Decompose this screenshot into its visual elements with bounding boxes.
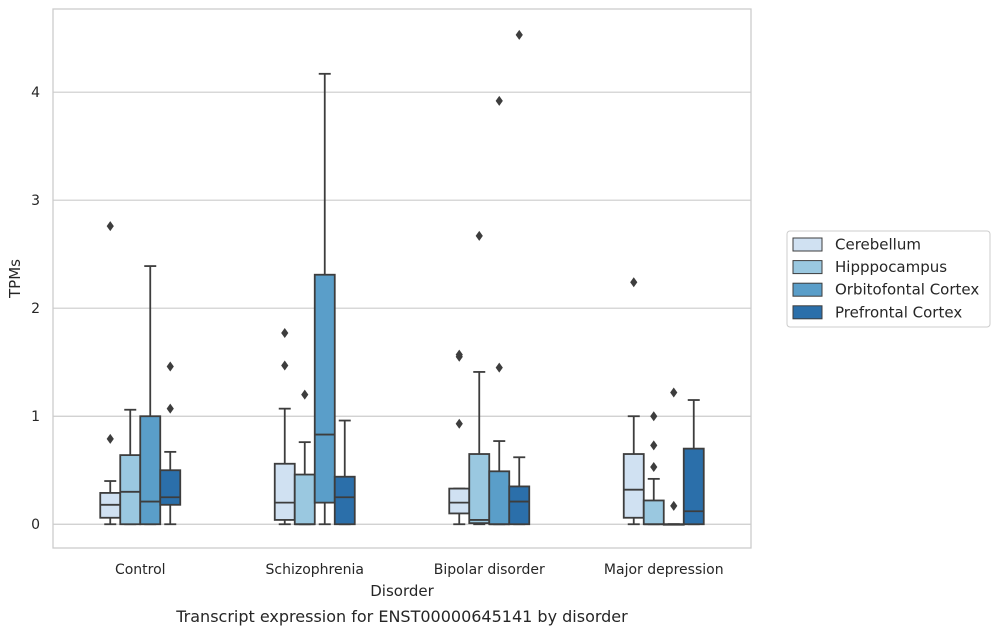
outlier-point (301, 389, 309, 400)
outlier-point (650, 411, 658, 422)
box-body (642, 499, 665, 526)
y-tick-label: 4 (31, 85, 40, 101)
legend-label: Prefrontal Cortex (835, 303, 962, 321)
box-body (313, 273, 336, 504)
box-0-0 (99, 221, 122, 526)
outlier-point (106, 221, 114, 232)
box-body (293, 473, 316, 526)
outlier-point (166, 403, 174, 414)
box-body (139, 415, 162, 526)
box-body (508, 485, 531, 526)
legend-label: Cerebellum (835, 236, 921, 254)
box-3-3 (682, 399, 705, 526)
box-groups (99, 29, 705, 526)
box-3-1 (333, 419, 356, 526)
outlier-point (515, 29, 523, 40)
legend-swatch (792, 305, 823, 320)
x-axis-tick-labels: Control Schizophrenia Bipolar disorder Majo… (115, 562, 724, 578)
outlier-point (106, 433, 114, 444)
box-2-1 (313, 72, 336, 526)
outlier-point (455, 349, 463, 360)
box-2-0 (139, 265, 162, 526)
outlier-point (650, 461, 658, 472)
y-tick-label: 0 (31, 517, 40, 533)
outlier-point (281, 360, 289, 371)
y-tick-label: 2 (31, 301, 40, 317)
outlier-point (166, 361, 174, 372)
legend-frame (786, 230, 991, 328)
box-0-2 (448, 349, 471, 526)
outlier-point (650, 440, 658, 451)
plot-area-frame (52, 8, 752, 549)
outlier-point (475, 230, 483, 241)
box-body (333, 475, 356, 526)
outlier-point (495, 362, 503, 373)
y-tick-label: 1 (31, 409, 40, 425)
box-0-1 (273, 328, 296, 526)
box-body (622, 453, 645, 519)
legend-label: Orbitofontal Cortex (835, 281, 979, 299)
box-body (448, 487, 471, 515)
y-axis-title: TPMs (6, 259, 24, 299)
y-tick-label: 3 (31, 193, 40, 209)
box-body (468, 453, 491, 525)
box-1-2 (468, 230, 491, 526)
outlier-point (630, 277, 638, 288)
box-2-2 (488, 95, 511, 526)
legend-swatch (792, 237, 823, 252)
x-tick-label: Control (115, 562, 166, 578)
outlier-point (455, 418, 463, 429)
outlier-point (281, 328, 289, 339)
box-body (273, 462, 296, 521)
box-body (488, 470, 511, 526)
x-tick-label: Schizophrenia (266, 562, 364, 578)
outlier-point (495, 95, 503, 106)
box-body (119, 454, 142, 526)
box-body (159, 469, 182, 506)
legend: Cerebellum Hipppocampus Orbitofontal Corte… (786, 230, 991, 328)
outlier-point (670, 387, 678, 398)
legend-swatch (792, 260, 823, 275)
box-1-1 (293, 389, 316, 526)
box-3-0 (159, 361, 182, 526)
x-tick-label: Major depression (604, 562, 724, 578)
outlier-point (670, 500, 678, 511)
legend-swatch (792, 282, 823, 297)
legend-label: Hipppocampus (835, 258, 947, 276)
box-1-3 (642, 411, 665, 526)
box-2-3 (662, 387, 685, 526)
x-axis-title: Disorder (370, 582, 434, 600)
chart-caption: Transcript expression for ENST0000064514… (175, 607, 628, 626)
box-body (682, 447, 705, 526)
y-axis-tick-labels: 0 1 2 3 4 (31, 85, 40, 533)
box-3-2 (508, 29, 531, 526)
box-0-3 (622, 277, 645, 526)
x-tick-label: Bipolar disorder (434, 562, 545, 578)
box-1-0 (119, 408, 142, 526)
